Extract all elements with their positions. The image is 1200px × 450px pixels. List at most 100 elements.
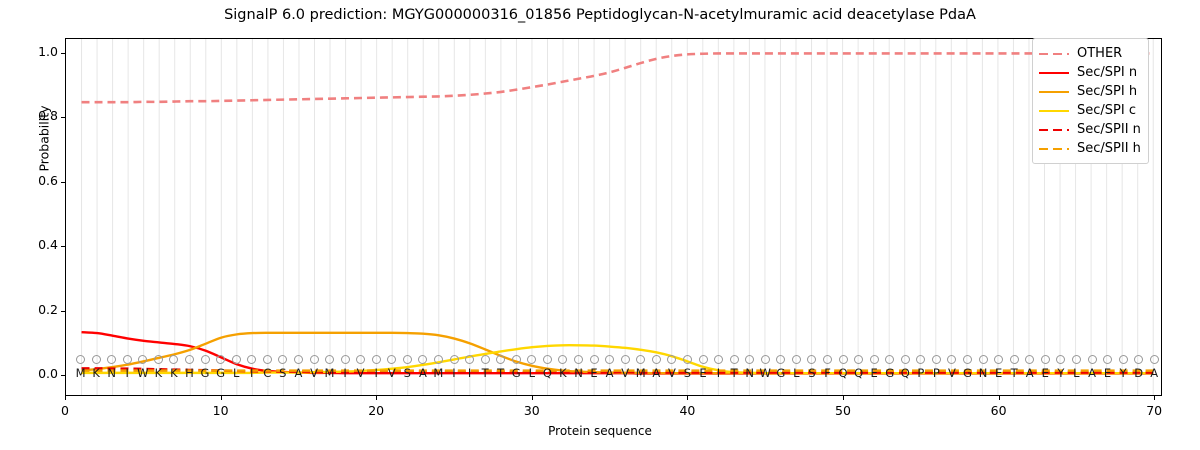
residue-item: W [134, 355, 152, 380]
residue-letter: S [279, 366, 287, 380]
residue-item: T [476, 355, 494, 380]
residue-marker-icon [1087, 355, 1097, 364]
residue-marker-icon [776, 355, 786, 364]
residue-marker-icon [387, 355, 397, 364]
residue-marker-icon [574, 355, 583, 364]
residue-letter: S [683, 366, 692, 380]
y-tick-label: 0.2 [38, 301, 58, 317]
residue-item: A [601, 355, 619, 380]
residue-marker-icon [682, 355, 692, 364]
residue-letter: N [107, 366, 116, 380]
residue-marker-icon [153, 355, 163, 364]
legend[interactable]: OTHER Sec/SPI n Sec/SPI h Sec/SPI c Sec/SPII… [1032, 38, 1149, 164]
residue-letter: I [125, 366, 129, 380]
legend-item[interactable]: Sec/SPI c [1039, 101, 1141, 120]
page-title: SignalP 6.0 prediction: MGYG000000316_01… [224, 7, 976, 23]
residue-marker-icon [216, 355, 226, 364]
residue-item: S [274, 355, 292, 380]
legend-item[interactable]: Sec/SPI h [1039, 82, 1141, 101]
x-tick-mark [998, 396, 1000, 400]
residue-item: T [1005, 355, 1023, 380]
residue-letter: A [652, 366, 661, 380]
legend-item[interactable]: Sec/SPII h [1039, 139, 1141, 158]
residue-letter: T [497, 366, 505, 380]
y-tick-mark [61, 310, 65, 312]
legend-swatch-icon [1039, 86, 1069, 98]
residue-item: W [756, 355, 774, 380]
residue-marker-icon [433, 355, 443, 364]
residue-marker-icon [542, 355, 552, 364]
residue-marker-icon [791, 355, 801, 364]
residue-item: M [429, 355, 447, 380]
residue-item: A [1083, 355, 1101, 380]
residue-letter: T [481, 366, 489, 380]
residue-letter: I [374, 366, 378, 380]
residue-item: A [1145, 355, 1163, 380]
legend-swatch-icon [1039, 67, 1069, 79]
curve-layer [81, 52, 1154, 375]
residue-letter: L [1073, 366, 1080, 380]
residue-marker-icon [231, 355, 241, 364]
residue-marker-icon [527, 355, 537, 364]
residue-item: E [694, 355, 712, 380]
residue-letter: T [1010, 366, 1018, 380]
residue-item: I [118, 355, 136, 380]
residue-marker-icon [558, 355, 568, 364]
plot-area [65, 38, 1162, 396]
x-tick-mark [65, 396, 66, 400]
legend-swatch-icon [1039, 105, 1069, 117]
residue-item: V [352, 355, 370, 380]
legend-swatch-icon [1039, 48, 1069, 60]
residue-item: I [243, 355, 261, 380]
residue-item: L [227, 355, 245, 380]
residue-letter: L [232, 366, 240, 380]
residue-marker-icon [963, 355, 972, 364]
residue-letter: M [433, 366, 444, 380]
residue-letter: T [730, 366, 738, 380]
legend-item[interactable]: OTHER [1039, 44, 1141, 63]
residue-letter: V [387, 366, 396, 380]
residue-marker-icon [1009, 355, 1019, 364]
residue-marker-icon [651, 355, 661, 364]
residue-item: P [927, 355, 945, 380]
legend-item[interactable]: Sec/SPI n [1039, 63, 1141, 82]
residue-item: N [103, 355, 121, 380]
residue-letter: V [356, 366, 365, 380]
residue-marker-icon [1040, 355, 1050, 364]
residue-letter: A [1150, 366, 1159, 380]
residue-marker-icon [465, 355, 475, 364]
residue-marker-icon [480, 355, 490, 364]
y-tick-label: 0.0 [38, 366, 58, 381]
residue-item: M [72, 355, 90, 380]
residue-letter: W [137, 366, 149, 380]
residue-marker-icon [511, 355, 521, 364]
residue-marker-icon [1149, 355, 1159, 364]
legend-item[interactable]: Sec/SPII n [1039, 120, 1141, 139]
residue-letter: N [978, 366, 988, 380]
series-sec-spi-c [81, 344, 1154, 375]
residue-marker-icon [107, 355, 117, 364]
x-tick-mark [376, 396, 378, 400]
residue-letter: A [605, 366, 614, 380]
residue-marker-icon [978, 355, 988, 364]
x-tick-label: 50 [835, 403, 851, 418]
residue-marker-icon [371, 355, 381, 364]
residue-item: Y [1052, 355, 1070, 380]
residue-letter: Q [542, 366, 552, 380]
residue-marker-icon [1056, 355, 1066, 364]
residue-letter: V [621, 366, 630, 380]
y-tick-mark [61, 375, 65, 376]
residue-letter: K [92, 366, 100, 380]
residue-letter: E [994, 366, 1003, 380]
residue-letter: M [635, 366, 646, 380]
residue-item: L [1067, 355, 1085, 380]
residue-letter: S [403, 366, 411, 380]
residue-item: L [523, 355, 541, 380]
residue-letter: V [667, 366, 676, 380]
residue-marker-icon [667, 355, 677, 364]
residue-marker-icon [760, 355, 770, 364]
residue-marker-icon [994, 355, 1004, 364]
residue-letter: Q [854, 366, 864, 380]
x-tick-label: 0 [61, 403, 69, 418]
